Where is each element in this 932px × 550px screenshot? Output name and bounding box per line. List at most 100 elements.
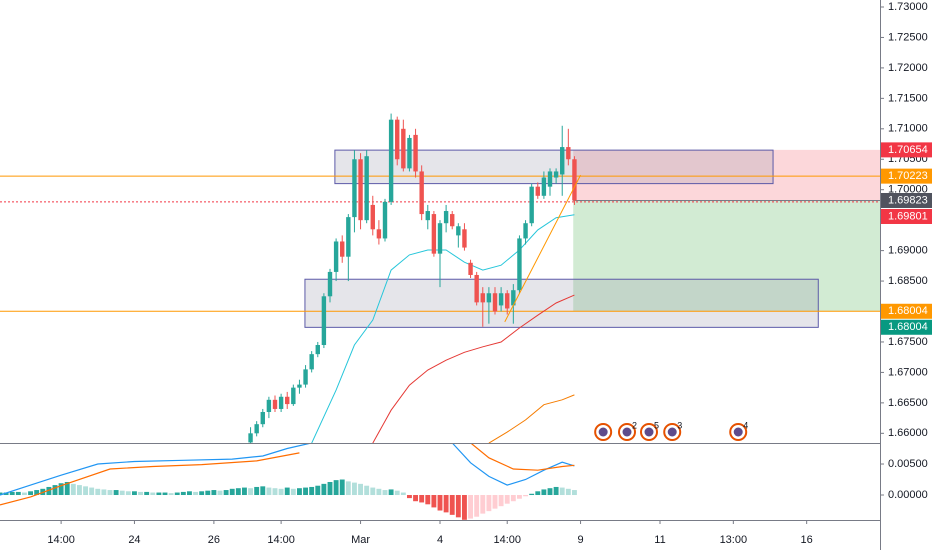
x-tick-label: 4 (437, 534, 443, 546)
histogram-bar (223, 490, 229, 496)
histogram-bar (529, 493, 535, 496)
candle-body (297, 384, 302, 388)
candle-body (566, 147, 571, 160)
range-box (334, 149, 774, 185)
candle-body (468, 262, 473, 275)
histogram-bar (352, 482, 357, 496)
y-tick-label: 1.73000 (888, 1, 928, 13)
histogram-bar (28, 491, 33, 496)
histogram-bar (480, 495, 486, 514)
x-tick-label: 14:00 (267, 534, 295, 546)
histogram-bar (443, 495, 449, 513)
histogram-bar (229, 488, 235, 496)
histogram-bar (125, 491, 131, 496)
candle-body (382, 201, 388, 239)
candle-body (474, 274, 479, 303)
moving-average (488, 394, 575, 443)
histogram-bar (174, 492, 180, 496)
y-tick-label: 1.72500 (888, 31, 928, 43)
candle-body (376, 229, 382, 239)
candle-body (315, 345, 320, 355)
candle-body (407, 137, 412, 169)
histogram-bar (77, 485, 82, 496)
candle-body (248, 433, 253, 443)
y-tick-label: 0.00500 (888, 458, 928, 470)
candle-body (340, 241, 345, 257)
candle-body (535, 186, 540, 196)
event-label: 4 (743, 420, 748, 430)
histogram-bar (345, 481, 351, 496)
event-label: 2 (632, 420, 637, 430)
histogram-bar (107, 490, 113, 496)
candle-body (333, 241, 339, 272)
x-tick-label: 14:00 (493, 534, 521, 546)
candle-body (541, 177, 547, 196)
histogram-bar (278, 488, 284, 496)
histogram-bar (205, 490, 211, 496)
candle-body (419, 171, 424, 215)
histogram-bar (382, 490, 388, 496)
candle-body (272, 399, 278, 409)
candle-body (529, 186, 534, 224)
indicator-pane (0, 443, 577, 520)
candle-body (309, 354, 314, 370)
candle-body (547, 171, 553, 187)
histogram-bar (419, 495, 425, 503)
histogram-bar (235, 488, 241, 496)
histogram-bar (156, 492, 162, 496)
y-tick-label: 0.00000 (888, 489, 928, 501)
histogram-bar (260, 486, 266, 496)
candle-body (523, 223, 528, 239)
candle-body (560, 147, 565, 175)
histogram-bar (541, 489, 547, 496)
candle-body (511, 290, 516, 306)
histogram-bar (523, 495, 528, 497)
histogram-bar (364, 485, 370, 496)
x-tick-label: 24 (128, 534, 140, 546)
price-tag-label: 1.69801 (888, 210, 928, 222)
histogram-bar (162, 492, 168, 496)
candle-body (303, 369, 308, 385)
price-tag (881, 319, 932, 335)
candle-body (413, 134, 418, 172)
histogram-bar (370, 487, 376, 496)
price-tag-label: 1.70654 (888, 144, 928, 156)
candle-body (480, 293, 485, 303)
histogram-bar (34, 490, 40, 496)
histogram-bar (138, 491, 143, 496)
histogram-bar (358, 483, 363, 496)
price-tag (881, 208, 932, 224)
price-tag (881, 168, 932, 184)
candle-body (266, 399, 272, 413)
candle-body (505, 293, 510, 309)
y-tick-label: 1.66000 (888, 427, 928, 439)
candle-body (278, 396, 284, 409)
candle-body (321, 296, 327, 346)
histogram-bar (101, 489, 107, 496)
histogram-bar (565, 488, 571, 496)
y-tick-label: 1.67500 (888, 336, 928, 348)
histogram-bar (290, 488, 296, 496)
x-tick-label: 16 (801, 534, 813, 546)
x-tick-label: 26 (208, 534, 220, 546)
candle-body (285, 396, 290, 405)
histogram-bar (150, 492, 156, 496)
histogram-bar (498, 495, 504, 507)
macd-line (0, 443, 575, 506)
histogram-bar (559, 487, 565, 496)
histogram-bar (217, 490, 223, 496)
histogram-bar (535, 491, 541, 496)
event-icon-inner (644, 427, 654, 437)
price-tag (881, 192, 932, 208)
histogram-bar (492, 495, 498, 509)
histogram-bar (504, 495, 510, 504)
histogram-bar (315, 485, 321, 496)
histogram-bar (437, 495, 443, 511)
histogram-bar (425, 495, 431, 505)
candle-body (437, 223, 443, 254)
histogram-bar (89, 487, 95, 496)
trendline (504, 174, 581, 323)
candle-body (462, 229, 467, 248)
candle-body (254, 424, 259, 434)
histogram-bar (468, 495, 473, 519)
